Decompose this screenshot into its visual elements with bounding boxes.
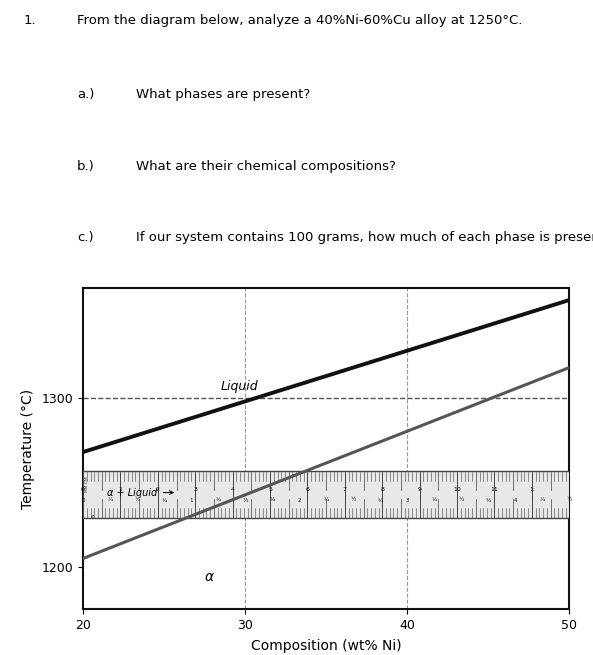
Text: 2: 2: [297, 498, 301, 502]
Text: α + Liquid: α + Liquid: [107, 487, 173, 498]
Text: 8: 8: [380, 487, 384, 492]
Text: 1:: 1:: [529, 487, 535, 492]
Text: 4: 4: [231, 487, 235, 492]
Text: b.): b.): [77, 160, 95, 172]
Text: ½: ½: [566, 498, 572, 502]
Text: 0: 0: [81, 498, 85, 502]
Text: ¼: ¼: [107, 498, 113, 502]
Text: From the diagram below, analyze a 40%Ni-60%Cu alloy at 1250°C.: From the diagram below, analyze a 40%Ni-…: [77, 14, 522, 27]
Text: 2: 2: [156, 487, 160, 492]
Text: ½: ½: [350, 498, 356, 502]
Text: What are their chemical compositions?: What are their chemical compositions?: [136, 160, 396, 172]
Text: 3: 3: [406, 498, 409, 502]
Text: α: α: [205, 570, 213, 584]
Text: What phases are present?: What phases are present?: [136, 88, 311, 101]
Text: c.): c.): [77, 231, 94, 244]
Text: ¼: ¼: [432, 498, 437, 502]
Text: 1: 1: [189, 498, 193, 502]
Text: 5: 5: [268, 487, 272, 492]
Text: 10: 10: [453, 487, 461, 492]
Text: 11: 11: [490, 487, 498, 492]
Text: ¼: ¼: [215, 498, 221, 502]
Text: ½: ½: [135, 498, 140, 502]
X-axis label: Composition (wt% Ni): Composition (wt% Ni): [251, 639, 401, 653]
Text: ¾: ¾: [161, 498, 167, 502]
Text: ¼: ¼: [323, 498, 329, 502]
Text: ¾: ¾: [378, 498, 383, 502]
Text: Liquid: Liquid: [221, 380, 259, 393]
Text: ¼: ¼: [269, 498, 275, 502]
Text: 9: 9: [417, 487, 422, 492]
Text: MM CM: MM CM: [85, 476, 90, 492]
Text: 1: 1: [119, 487, 122, 492]
Text: IN: IN: [92, 513, 96, 517]
Text: 0: 0: [81, 487, 85, 492]
Text: 6: 6: [305, 487, 310, 492]
Text: If our system contains 100 grams, how much of each phase is present?: If our system contains 100 grams, how mu…: [136, 231, 593, 244]
Text: 3: 3: [193, 487, 197, 492]
Text: ¼: ¼: [540, 498, 545, 502]
Text: 1.: 1.: [24, 14, 36, 27]
Text: ¾: ¾: [486, 498, 491, 502]
Text: ½: ½: [458, 498, 464, 502]
Text: a.): a.): [77, 88, 94, 101]
Y-axis label: Temperature (°C): Temperature (°C): [21, 388, 34, 509]
Text: ⅛: ⅛: [243, 498, 248, 502]
Text: 4: 4: [514, 498, 517, 502]
Text: 7: 7: [343, 487, 347, 492]
Bar: [83, 471, 569, 518]
